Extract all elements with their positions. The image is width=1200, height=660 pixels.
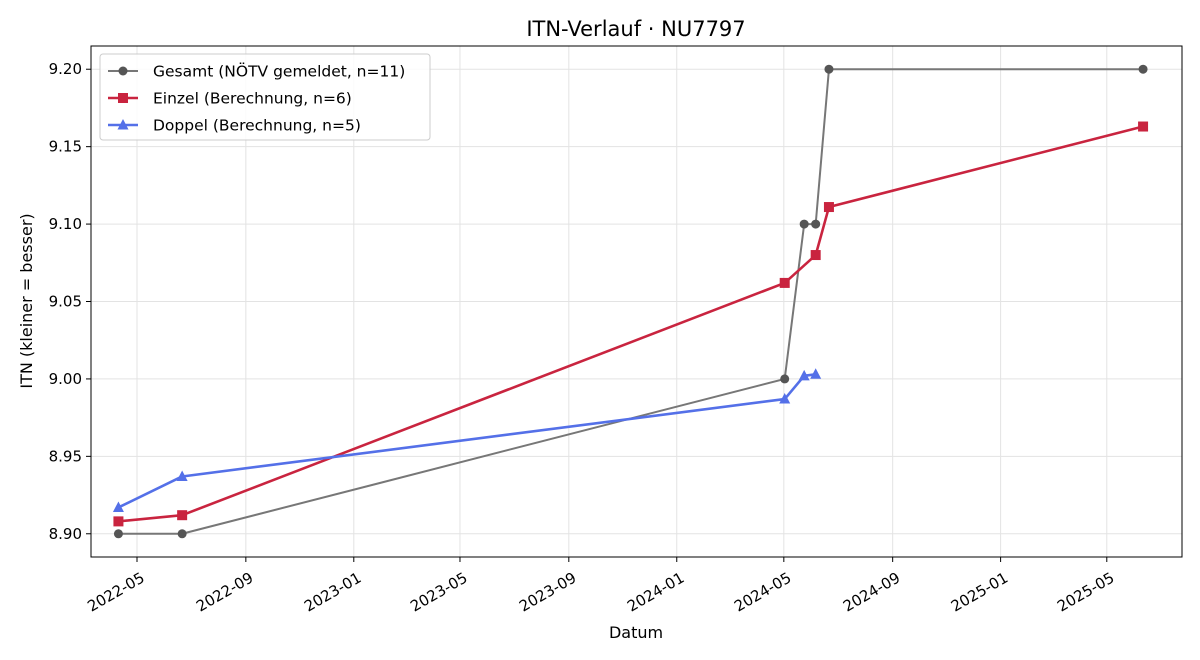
data-point-circle [113,529,123,539]
data-point-square [177,510,188,521]
y-tick-label: 9.05 [49,293,82,311]
y-tick-label: 8.95 [49,447,82,465]
data-point-triangle [176,470,188,481]
x-axis-title: Datum [609,623,663,642]
data-point-square [113,516,124,527]
data-point-square [1138,121,1149,132]
legend-label: Doppel (Berechnung, n=5) [153,117,361,135]
y-tick-label: 9.10 [49,215,82,233]
chart-title: ITN-Verlauf · NU7797 [526,17,745,41]
legend-marker [117,119,129,130]
data-point-triangle [112,501,124,512]
y-axis-title: ITN (kleiner = besser) [17,213,36,388]
data-point-square [779,277,790,288]
legend-entries: Gesamt (NÖTV gemeldet, n=11) Einzel (Bere… [108,62,405,135]
data-point-circle [1138,64,1148,74]
series-triangle [112,368,822,512]
data-point-circle [811,219,821,229]
data-point-triangle [798,369,810,381]
y-axis-ticks: 8.90 8.95 9.00 9.05 9.10 9.15 9.20 [49,60,91,543]
data-point-triangle [779,393,791,404]
series-layer [112,64,1149,539]
legend-entry: Gesamt (NÖTV gemeldet, n=11) [108,62,405,81]
y-tick-label: 9.00 [49,370,82,388]
legend-entry: Einzel (Berechnung, n=6) [108,90,352,108]
legend-marker [118,93,128,103]
data-point-triangle [810,368,822,379]
legend: Gesamt (NÖTV gemeldet, n=11) Einzel (Bere… [99,53,431,141]
y-tick-label: 8.90 [49,525,82,543]
series-square [113,121,1149,527]
legend-frame [99,53,431,141]
y-tick-label: 9.15 [49,138,82,156]
data-point-square [810,250,821,261]
legend-marker [118,66,128,76]
data-point-circle [824,64,834,74]
legend-entry: Doppel (Berechnung, n=5) [108,117,361,135]
legend-label: Einzel (Berechnung, n=6) [153,90,352,108]
series-circle [113,64,1148,539]
data-point-circle [799,219,809,229]
data-point-circle [780,374,790,384]
series-line [118,125,1144,523]
data-point-circle [177,529,187,539]
legend-label: Gesamt (NÖTV gemeldet, n=11) [153,62,405,81]
data-point-square [823,202,834,213]
y-tick-label: 9.20 [49,60,82,78]
